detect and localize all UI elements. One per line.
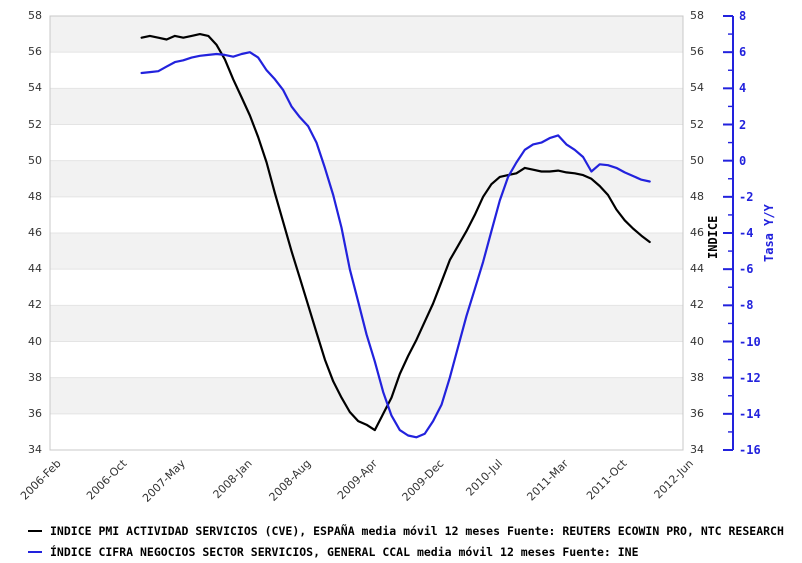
left-axis-tick-44: 44 (28, 262, 42, 276)
blue-axis-tick--14: -14 (739, 406, 761, 421)
blue-axis-tick-8: 8 (739, 9, 747, 23)
right-axis-tick-38: 38 (690, 370, 704, 384)
legend-item-pmi: INDICE PMI ACTIVIDAD SERVICIOS (CVE), ES… (28, 520, 784, 541)
left-scale-axis-title: INDICE (706, 215, 720, 259)
blue-axis-tick-4: 4 (739, 81, 747, 96)
left-axis-tick-38: 38 (28, 370, 42, 384)
left-axis-tick-34: 34 (28, 443, 42, 456)
left-axis-tick-42: 42 (28, 298, 42, 312)
left-axis-tick-52: 52 (28, 117, 42, 131)
legend-item-ine: ÍNDICE CIFRA NEGOCIOS SECTOR SERVICIOS, … (28, 541, 784, 562)
right-axis-tick-36: 36 (690, 406, 704, 420)
left-axis-tick-46: 46 (28, 226, 42, 239)
pmi-line-swatch-icon (28, 529, 42, 532)
legend-item-pmi-label: INDICE PMI ACTIVIDAD SERVICIOS (CVE), ES… (50, 523, 784, 538)
blue-axis-tick--6: -6 (739, 262, 754, 277)
left-axis-tick-48: 48 (28, 189, 42, 203)
left-axis-tick-36: 36 (28, 406, 42, 420)
blue-axis-tick--2: -2 (739, 189, 754, 204)
blue-axis-tick-6: 6 (739, 45, 747, 60)
right-axis-tick-34: 34 (690, 443, 704, 456)
blue-axis-tick-0: 0 (739, 153, 747, 168)
right-axis-tick-40: 40 (690, 334, 704, 348)
left-axis-tick-58: 58 (28, 9, 42, 22)
right-scale-axis-title: Tasa Y/Y (762, 204, 776, 262)
blue-axis-tick--16: -16 (739, 443, 761, 457)
ine-line-swatch-icon (28, 550, 42, 553)
right-axis-tick-56: 56 (690, 45, 704, 59)
right-axis-tick-48: 48 (690, 189, 704, 203)
left-axis-tick-50: 50 (28, 153, 42, 167)
blue-axis-tick--10: -10 (739, 334, 761, 349)
left-axis-tick-56: 56 (28, 45, 42, 59)
right-axis-tick-58: 58 (690, 9, 704, 22)
blue-axis-tick--8: -8 (739, 298, 754, 313)
blue-axis-tick--12: -12 (739, 370, 761, 385)
legend: INDICE PMI ACTIVIDAD SERVICIOS (CVE), ES… (28, 520, 784, 562)
left-axis-tick-40: 40 (28, 334, 42, 348)
right-axis-tick-52: 52 (690, 117, 704, 131)
right-axis-tick-42: 42 (690, 298, 704, 312)
blue-axis-tick--4: -4 (739, 226, 754, 240)
blue-axis-tick-2: 2 (739, 117, 747, 132)
legend-item-ine-label: ÍNDICE CIFRA NEGOCIOS SECTOR SERVICIOS, … (50, 544, 639, 559)
right-axis-tick-46: 46 (690, 226, 704, 239)
right-axis-tick-54: 54 (690, 81, 704, 95)
right-axis-tick-50: 50 (690, 153, 704, 167)
right-axis-tick-44: 44 (690, 262, 704, 276)
left-axis-tick-54: 54 (28, 81, 42, 95)
